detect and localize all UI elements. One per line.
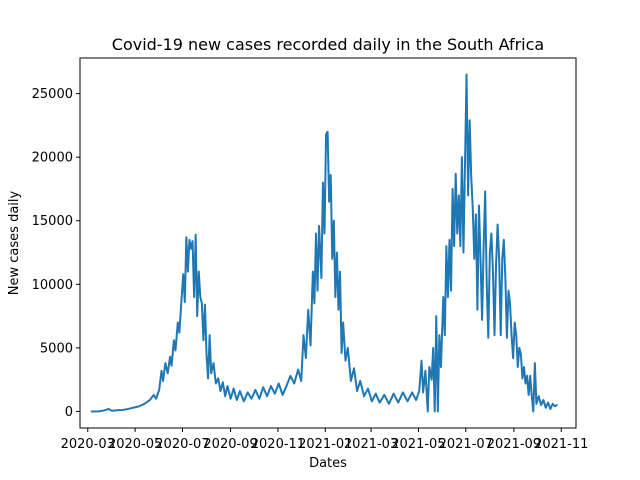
x-tick-label: 2020-07 [155,437,209,452]
y-tick-label: 0 [65,405,73,420]
y-axis-label: New cases daily [7,190,22,295]
x-axis-label: Dates [309,456,347,471]
y-tick-label: 5000 [40,341,73,356]
x-tick-label: 2020-09 [203,437,257,452]
x-tick-label: 2021-09 [487,437,541,452]
y-axis-ticks: 0 5000 10000 15000 20000 25000 [32,87,80,420]
x-axis-ticks: 2020-032020-052020-072020-092020-112021-… [61,428,588,452]
y-tick-label: 15000 [32,214,73,229]
series-line-0 [90,73,559,413]
x-tick-label: 2020-03 [61,437,115,452]
y-tick-label: 10000 [32,278,73,293]
plot-area [80,58,576,428]
y-tick-label: 20000 [32,151,73,166]
plot-frame [79,57,577,429]
x-tick-label: 2020-05 [108,437,162,452]
chart-title: Covid-19 new cases recorded daily in the… [112,35,544,54]
x-tick-label: 2021-01 [298,437,352,452]
x-tick-label: 2021-03 [344,437,398,452]
series-layer [90,73,559,413]
x-tick-label: 2021-07 [439,437,493,452]
y-tick-label: 25000 [32,87,73,102]
x-tick-label: 2021-11 [534,437,588,452]
x-tick-label: 2021-05 [391,437,445,452]
x-tick-label: 2020-11 [251,437,305,452]
